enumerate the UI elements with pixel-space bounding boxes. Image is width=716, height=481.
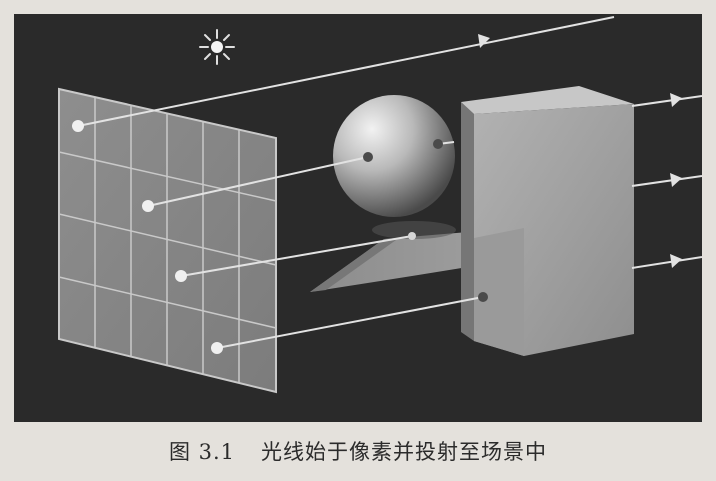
ray-to-sphere [147,156,369,207]
pixel-point [211,342,223,354]
ray-tracing-illustration [14,14,702,422]
hit-point [433,139,443,149]
sphere-object [333,95,456,239]
ray-exit-2 [631,175,702,187]
ray-to-light [77,16,615,127]
pixel-points [72,120,223,354]
ray-to-plane [180,235,413,277]
pixel-point [175,270,187,282]
pixel-point [142,200,154,212]
ray-exit-3 [631,256,702,269]
figure-number: 图 3.1 [168,440,236,464]
hit-point [408,232,416,240]
figure-caption: 图 3.1 光线始于像素并投射至场景中 [0,436,716,466]
box-top-face [461,86,634,114]
hit-points [363,139,488,302]
pixel-grid [58,87,277,394]
pixel-point [72,120,84,132]
rays [77,16,702,349]
ray-arrow-icon [478,34,682,268]
figure-caption-text: 光线始于像素并投射至场景中 [261,440,548,464]
ray-to-box [216,296,484,349]
light-source-icon [199,29,235,65]
ray-exit-1 [631,95,702,107]
box-object [461,86,634,356]
box-left-face [461,102,474,341]
hit-point [478,292,488,302]
hit-point [363,152,373,162]
